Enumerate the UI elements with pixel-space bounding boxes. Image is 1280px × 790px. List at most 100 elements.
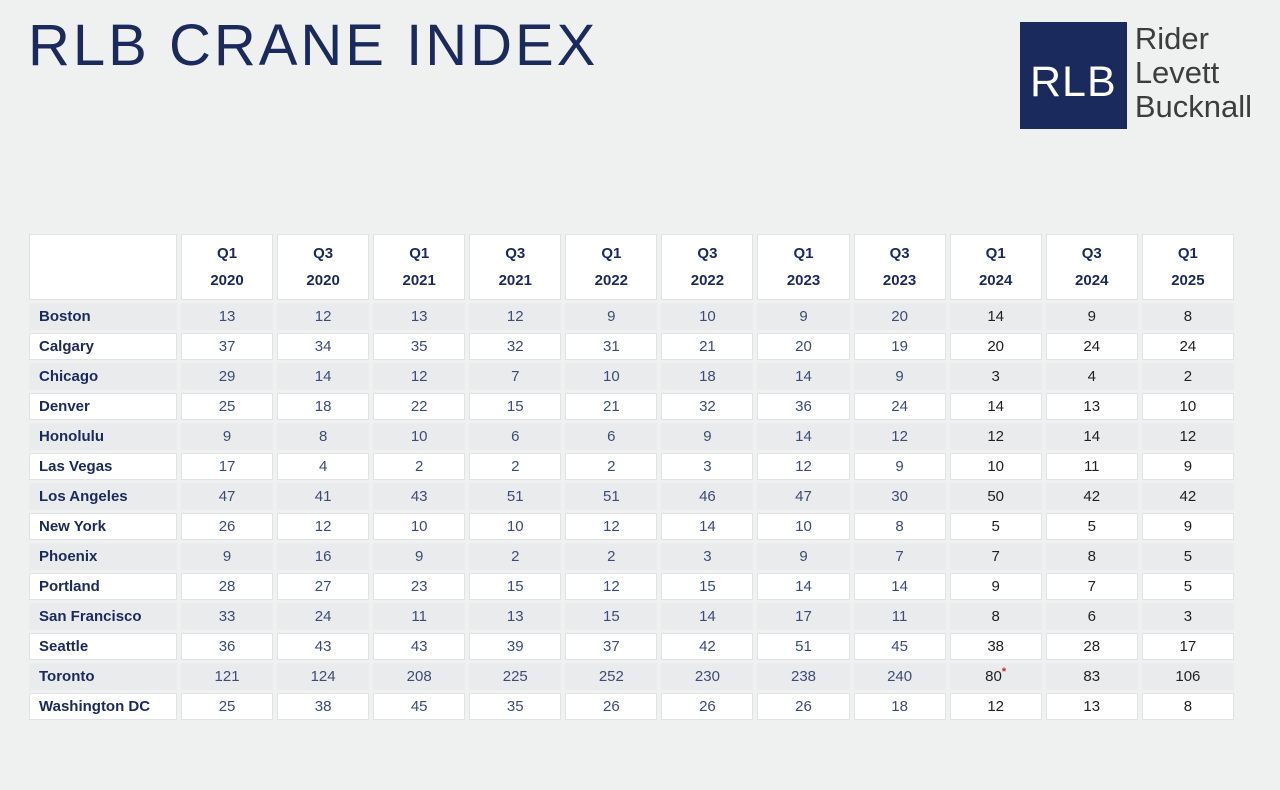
table-cell: 18 [661, 363, 754, 390]
table-cell: 14 [757, 423, 850, 450]
table-cell: 9 [853, 453, 946, 480]
table-cell: 43 [373, 633, 466, 660]
table-cell: 51 [565, 483, 658, 510]
table-cell: 9 [565, 303, 658, 330]
table-cell: 12 [469, 303, 562, 330]
table-cell: 20 [949, 333, 1042, 360]
table-cell: 9 [757, 303, 850, 330]
table-cell: 32 [469, 333, 562, 360]
city-label-new-york: New York [29, 513, 177, 540]
table-cell: 20 [757, 333, 850, 360]
city-label-chicago: Chicago [29, 363, 177, 390]
table-cell: 14 [1045, 423, 1138, 450]
table-cell: 10 [949, 453, 1042, 480]
column-header-q3-2021: Q3 2021 [469, 234, 562, 300]
column-header-q1-2022: Q1 2022 [565, 234, 658, 300]
column-header-q3-2024: Q3 2024 [1045, 234, 1138, 300]
table-cell: 45 [853, 633, 946, 660]
column-header-q3-2023: Q3 2023 [853, 234, 946, 300]
table-cell: 4 [1045, 363, 1138, 390]
table-cell: 43 [373, 483, 466, 510]
table-cell: 9 [181, 543, 274, 570]
table-cell: 230 [661, 663, 754, 690]
table-cell: 25 [181, 693, 274, 720]
table-cell: 6 [469, 423, 562, 450]
table-cell: 45 [373, 693, 466, 720]
city-label-toronto: Toronto [29, 663, 177, 690]
table-cell: 23 [373, 573, 466, 600]
table-cell: 2 [1141, 363, 1234, 390]
table-cell: 8 [1141, 693, 1234, 720]
crane-index-table: Q1 2020 Q3 2020 Q1 2021 Q3 2021 Q1 2022 Q3 2022 Q1 20… [25, 231, 1238, 723]
city-label-las-vegas: Las Vegas [29, 453, 177, 480]
table-cell: 10 [661, 303, 754, 330]
table-row: Portland 28 27 23 15 12 15 14 14 9 7 5 [29, 573, 1234, 600]
table-cell: 9 [853, 363, 946, 390]
table-cell: 208 [373, 663, 466, 690]
crane-index-table-wrap: Q1 2020 Q3 2020 Q1 2021 Q3 2021 Q1 2022 Q3 2022 Q1 20… [25, 231, 1238, 723]
city-label-calgary: Calgary [29, 333, 177, 360]
table-row: Calgary 37 34 35 32 31 21 20 19 20 24 24 [29, 333, 1234, 360]
rlb-logo-wordmark: Rider Levett Bucknall [1135, 22, 1252, 124]
table-cell: 46 [661, 483, 754, 510]
table-cell: 9 [1141, 513, 1234, 540]
table-cell: 6 [1045, 603, 1138, 630]
table-cell: 12 [277, 303, 370, 330]
table-cell: 83 [1045, 663, 1138, 690]
page-header: RLB CRANE INDEX RLB Rider Levett Bucknal… [0, 0, 1280, 234]
table-cell: 252 [565, 663, 658, 690]
table-cell: 28 [181, 573, 274, 600]
table-cell: 17 [1141, 633, 1234, 660]
footnote-marker: * [1001, 666, 1007, 678]
rlb-logo: RLB Rider Levett Bucknall [1019, 22, 1252, 129]
table-cell: 51 [757, 633, 850, 660]
table-cell: 24 [1045, 333, 1138, 360]
table-cell: 26 [181, 513, 274, 540]
table-row: Denver 25 18 22 15 21 32 36 24 14 13 10 [29, 393, 1234, 420]
table-cell: 38 [949, 633, 1042, 660]
table-header: Q1 2020 Q3 2020 Q1 2021 Q3 2021 Q1 2022 Q3 2022 Q1 20… [29, 234, 1234, 300]
table-cell: 43 [277, 633, 370, 660]
table-cell: 41 [277, 483, 370, 510]
table-cell: 18 [277, 393, 370, 420]
table-cell: 14 [661, 513, 754, 540]
table-cell: 33 [181, 603, 274, 630]
column-header-q1-2021: Q1 2021 [373, 234, 466, 300]
table-cell: 12 [853, 423, 946, 450]
city-label-honolulu: Honolulu [29, 423, 177, 450]
table-cell: 8 [949, 603, 1042, 630]
table-cell: 238 [757, 663, 850, 690]
table-cell: 13 [469, 603, 562, 630]
table-cell: 12 [277, 513, 370, 540]
logo-line-rider: Rider [1134, 21, 1209, 56]
table-cell: 225 [469, 663, 562, 690]
table-cell: 31 [565, 333, 658, 360]
table-cell: 106 [1141, 663, 1234, 690]
city-label-washington-dc: Washington DC [29, 693, 177, 720]
logo-line-bucknall: Bucknall [1134, 89, 1252, 124]
table-cell: 10 [373, 423, 466, 450]
table-cell: 13 [181, 303, 274, 330]
table-cell: 42 [661, 633, 754, 660]
table-row: Boston 13 12 13 12 9 10 9 20 14 9 8 [29, 303, 1234, 330]
table-cell: 7 [1045, 573, 1138, 600]
table-cell: 50 [949, 483, 1042, 510]
table-cell: 10 [1141, 393, 1234, 420]
table-cell: 11 [853, 603, 946, 630]
column-header-q1-2020: Q1 2020 [181, 234, 274, 300]
table-cell: 3 [1141, 603, 1234, 630]
table-cell: 14 [853, 573, 946, 600]
table-cell: 10 [565, 363, 658, 390]
table-cell: 47 [757, 483, 850, 510]
table-cell: 18 [853, 693, 946, 720]
table-cell: 9 [661, 423, 754, 450]
table-cell: 24 [277, 603, 370, 630]
table-cell: 22 [373, 393, 466, 420]
table-cell: 26 [661, 693, 754, 720]
table-cell: 5 [1141, 573, 1234, 600]
table-row: Seattle 36 43 43 39 37 42 51 45 38 28 17 [29, 633, 1234, 660]
table-cell: 51 [469, 483, 562, 510]
logo-line-levett: Levett [1134, 55, 1220, 90]
table-cell: 10 [757, 513, 850, 540]
table-cell: 12 [1141, 423, 1234, 450]
